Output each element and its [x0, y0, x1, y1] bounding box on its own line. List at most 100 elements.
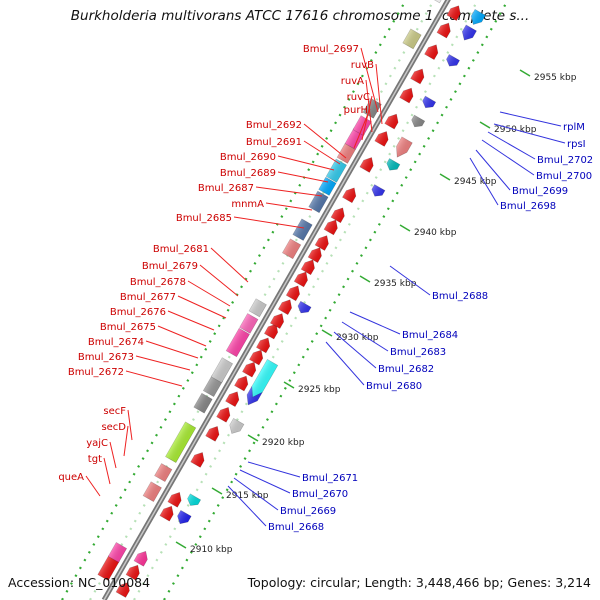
gene-label-right: Bmul_2668 — [268, 522, 324, 533]
gene-feature — [371, 184, 386, 197]
gene-label-right: Bmul_2688 — [432, 291, 488, 302]
gene-feature — [384, 113, 399, 130]
leader-line-left — [353, 108, 371, 149]
kbp-tick — [247, 434, 259, 442]
gene-feature — [263, 323, 279, 340]
gene-label-left: Bmul_2677 — [120, 292, 176, 303]
gene-shade — [205, 426, 220, 442]
gene-shade — [249, 350, 263, 365]
gene-shade — [126, 565, 140, 581]
gene-label-right: Bmul_2702 — [537, 155, 593, 166]
backbone-highlight — [103, 0, 449, 600]
gene-shade — [292, 218, 313, 241]
leader-line-left — [85, 475, 101, 497]
kbp-label: 2945 kbp — [454, 177, 497, 187]
gene-shade — [318, 177, 337, 196]
gene-shade — [402, 28, 422, 49]
gene-feature — [374, 131, 389, 147]
gene-shade — [134, 551, 148, 567]
gene-label-left: Bmul_2676 — [110, 307, 166, 318]
gene-feature — [133, 550, 148, 567]
gene-label-right: Bmul_2669 — [280, 506, 336, 517]
gene-shade — [294, 272, 308, 287]
gene-shade — [187, 493, 201, 506]
gene-feature — [229, 417, 245, 434]
gene-label-left: Bmul_2685 — [176, 213, 232, 224]
gene-label-right: Bmul_2700 — [536, 171, 592, 182]
gene-shade — [471, 9, 486, 25]
gene-feature — [386, 158, 401, 171]
gene-shade — [411, 115, 425, 127]
gene-feature — [239, 313, 259, 334]
gene-feature — [277, 299, 292, 316]
leader-line-right — [247, 461, 301, 478]
gene-feature — [190, 452, 205, 468]
gene-feature — [154, 463, 173, 483]
gene-label-left: tgt — [88, 454, 102, 465]
leader-line-left — [125, 370, 183, 387]
gene-feature — [308, 190, 329, 214]
leader-line-left — [177, 295, 227, 319]
gene-shade — [165, 421, 196, 463]
gene-shade — [462, 24, 477, 41]
kbp-tick — [439, 173, 451, 181]
gene-label-left: Bmul_2691 — [246, 137, 302, 148]
gene-feature — [205, 426, 220, 442]
gene-shade — [211, 357, 233, 383]
gene-feature — [225, 391, 240, 408]
gene-feature — [399, 87, 414, 104]
kbp-label: 2920 kbp — [262, 438, 305, 448]
gene-feature — [249, 349, 264, 366]
gene-label-left: queA — [58, 472, 84, 483]
gene-label-right: rplM — [563, 122, 585, 133]
leader-line-left — [277, 155, 335, 171]
gene-shade — [342, 187, 356, 203]
kbp-tick — [283, 381, 295, 389]
gene-shade — [225, 391, 239, 407]
gene-feature — [177, 509, 192, 525]
gene-label-left: secF — [103, 406, 126, 417]
gene-shade — [143, 481, 162, 502]
gene-shade — [270, 313, 284, 329]
gene-shade — [308, 247, 322, 263]
kbp-tick — [321, 329, 333, 337]
kbp-label: 2935 kbp — [374, 279, 417, 289]
gene-shade — [264, 324, 278, 339]
gene-shade — [308, 191, 329, 213]
gene-feature — [424, 44, 439, 61]
gene-feature — [323, 219, 338, 236]
leader-line-left — [365, 79, 373, 133]
gene-label-right: Bmul_2684 — [402, 330, 458, 341]
gene-shade — [384, 114, 399, 130]
kbp-tick — [519, 69, 531, 77]
gene-feature — [325, 158, 347, 183]
gene-feature — [428, 0, 445, 4]
gene-shade — [177, 510, 192, 524]
leader-line-left — [157, 325, 207, 347]
leader-line-right — [325, 341, 365, 386]
gene-shade — [234, 376, 248, 391]
gene-shade — [229, 418, 244, 434]
gene-shade — [216, 407, 230, 423]
gene-feature — [142, 481, 162, 503]
leader-line-left — [255, 186, 323, 197]
gene-feature — [255, 337, 271, 354]
gene-shade — [399, 88, 414, 104]
gene-feature — [342, 187, 357, 204]
gene-shade — [337, 143, 356, 164]
topology-text: Topology: circular; Length: 3,448,466 bp… — [247, 575, 591, 590]
gene-label-left: Bmul_2697 — [303, 44, 359, 55]
gene-shade — [297, 301, 312, 313]
gene-label-right: Bmul_2698 — [500, 201, 556, 212]
leader-line-left — [265, 202, 313, 211]
gene-shade — [256, 337, 270, 353]
gene-feature — [269, 313, 285, 329]
leader-line-right — [239, 469, 291, 494]
gene-shade — [159, 506, 174, 522]
gene-shade — [282, 238, 301, 259]
gene-shade — [167, 492, 182, 508]
kbp-tick — [175, 541, 187, 549]
gene-label-left: Bmul_2692 — [246, 120, 302, 131]
gene-shade — [374, 131, 389, 147]
gene-shade — [154, 463, 172, 482]
